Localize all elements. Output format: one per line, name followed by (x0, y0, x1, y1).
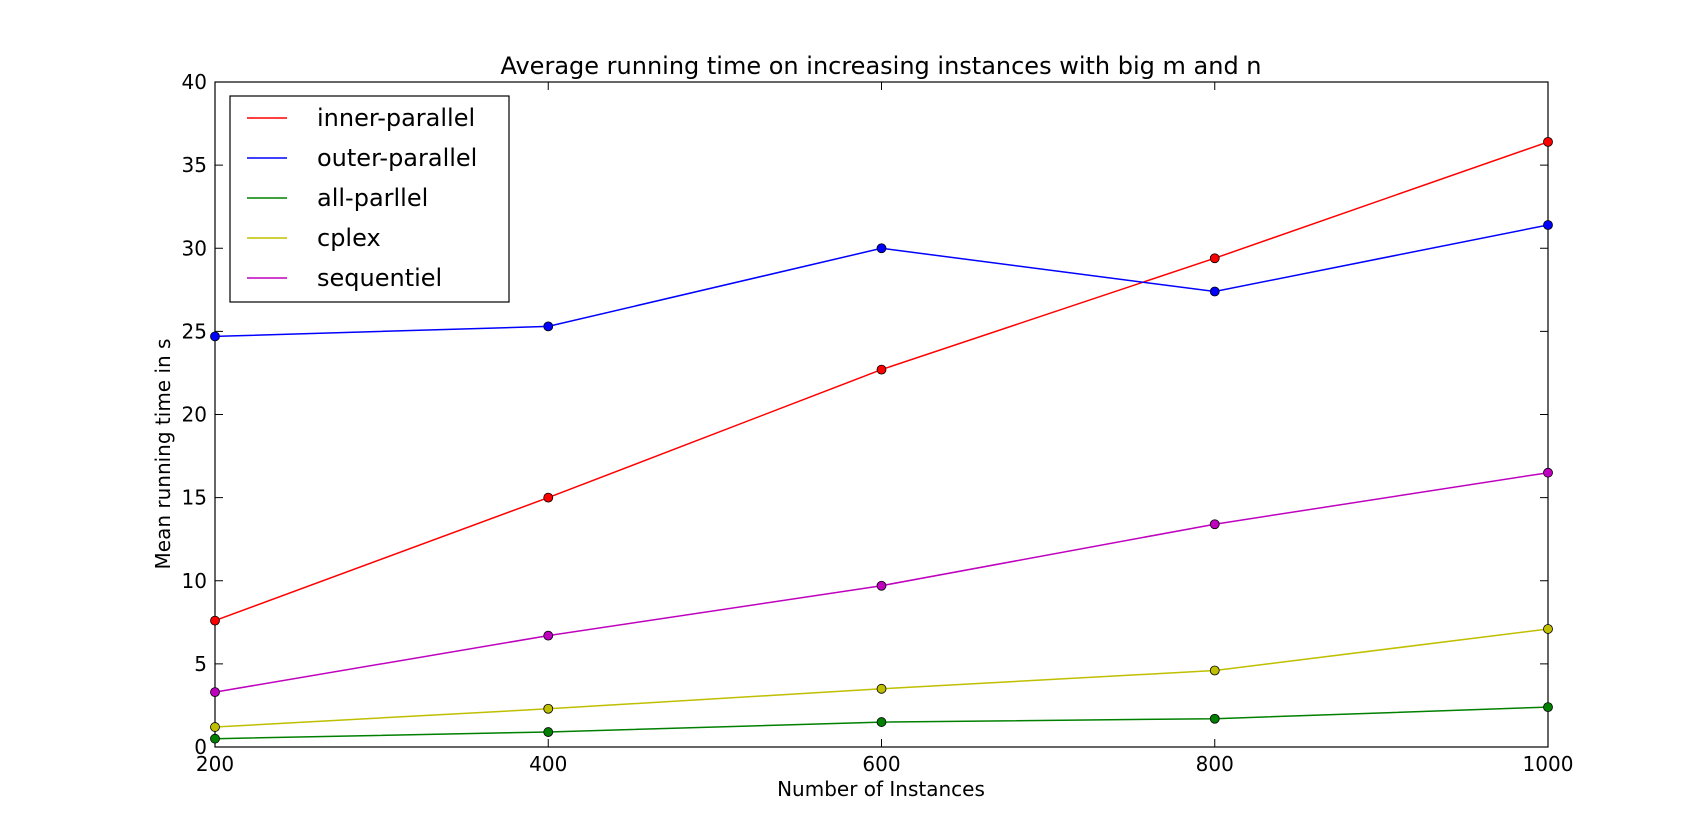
data-point-sequentiel (876, 580, 887, 591)
data-point-outer-parallel (876, 243, 887, 254)
data-point-outer-parallel (1543, 220, 1553, 230)
data-point-inner-parallel (876, 364, 887, 375)
data-point-cplex (876, 683, 887, 694)
legend-label-sequentiel: sequentiel (317, 264, 442, 292)
data-point-cplex (1209, 665, 1220, 676)
legend-label-inner-parallel: inner-parallel (317, 104, 475, 132)
data-point-cplex (210, 722, 220, 732)
data-point-inner-parallel (543, 492, 554, 503)
data-point-inner-parallel (1543, 136, 1553, 147)
data-point-outer-parallel (543, 321, 554, 332)
data-point-sequentiel (210, 687, 220, 698)
data-point-all-parllel (543, 727, 554, 737)
y-tick-label: 40 (182, 70, 207, 94)
x-tick-label: 800 (1196, 752, 1234, 776)
legend-label-all-parllel: all-parllel (317, 184, 428, 212)
data-point-cplex (1543, 624, 1553, 634)
data-point-sequentiel (1543, 467, 1553, 478)
plot-area: 0 5 10 15 20 25 30 35 40 200 400 600 800 1000 inner-pa… (182, 70, 1574, 776)
data-point-all-parllel (1209, 713, 1220, 724)
y-tick-label: 0 (194, 735, 207, 759)
x-tick-label: 1000 (1523, 752, 1574, 776)
data-point-all-parllel (210, 733, 220, 744)
data-point-sequentiel (543, 630, 554, 641)
y-tick-label: 35 (182, 153, 207, 177)
y-tick-label: 25 (182, 319, 207, 343)
data-point-outer-parallel (1209, 286, 1220, 297)
x-tick-label: 600 (862, 752, 900, 776)
y-axis-label: Mean running time in s (151, 339, 175, 570)
data-point-all-parllel (1543, 702, 1553, 712)
chart-title: Average running time on increasing insta… (500, 52, 1261, 80)
y-tick-label: 5 (194, 652, 207, 676)
legend-label-outer-parallel: outer-parallel (317, 144, 477, 172)
x-tick-label: 400 (529, 752, 567, 776)
data-point-inner-parallel (1209, 253, 1220, 264)
legend-label-cplex: cplex (317, 224, 381, 252)
y-tick-label: 15 (182, 486, 207, 510)
x-tick-label: 200 (196, 752, 234, 776)
data-point-inner-parallel (210, 615, 220, 626)
data-point-outer-parallel (210, 331, 220, 342)
data-point-all-parllel (876, 717, 887, 727)
y-tick-label: 30 (182, 236, 207, 260)
y-tick-label: 10 (182, 569, 207, 593)
legend-box (229, 95, 510, 303)
data-point-cplex (543, 703, 554, 714)
data-point-sequentiel (1209, 519, 1220, 530)
x-axis-label: Number of Instances (777, 777, 985, 801)
y-tick-label: 20 (182, 403, 207, 427)
